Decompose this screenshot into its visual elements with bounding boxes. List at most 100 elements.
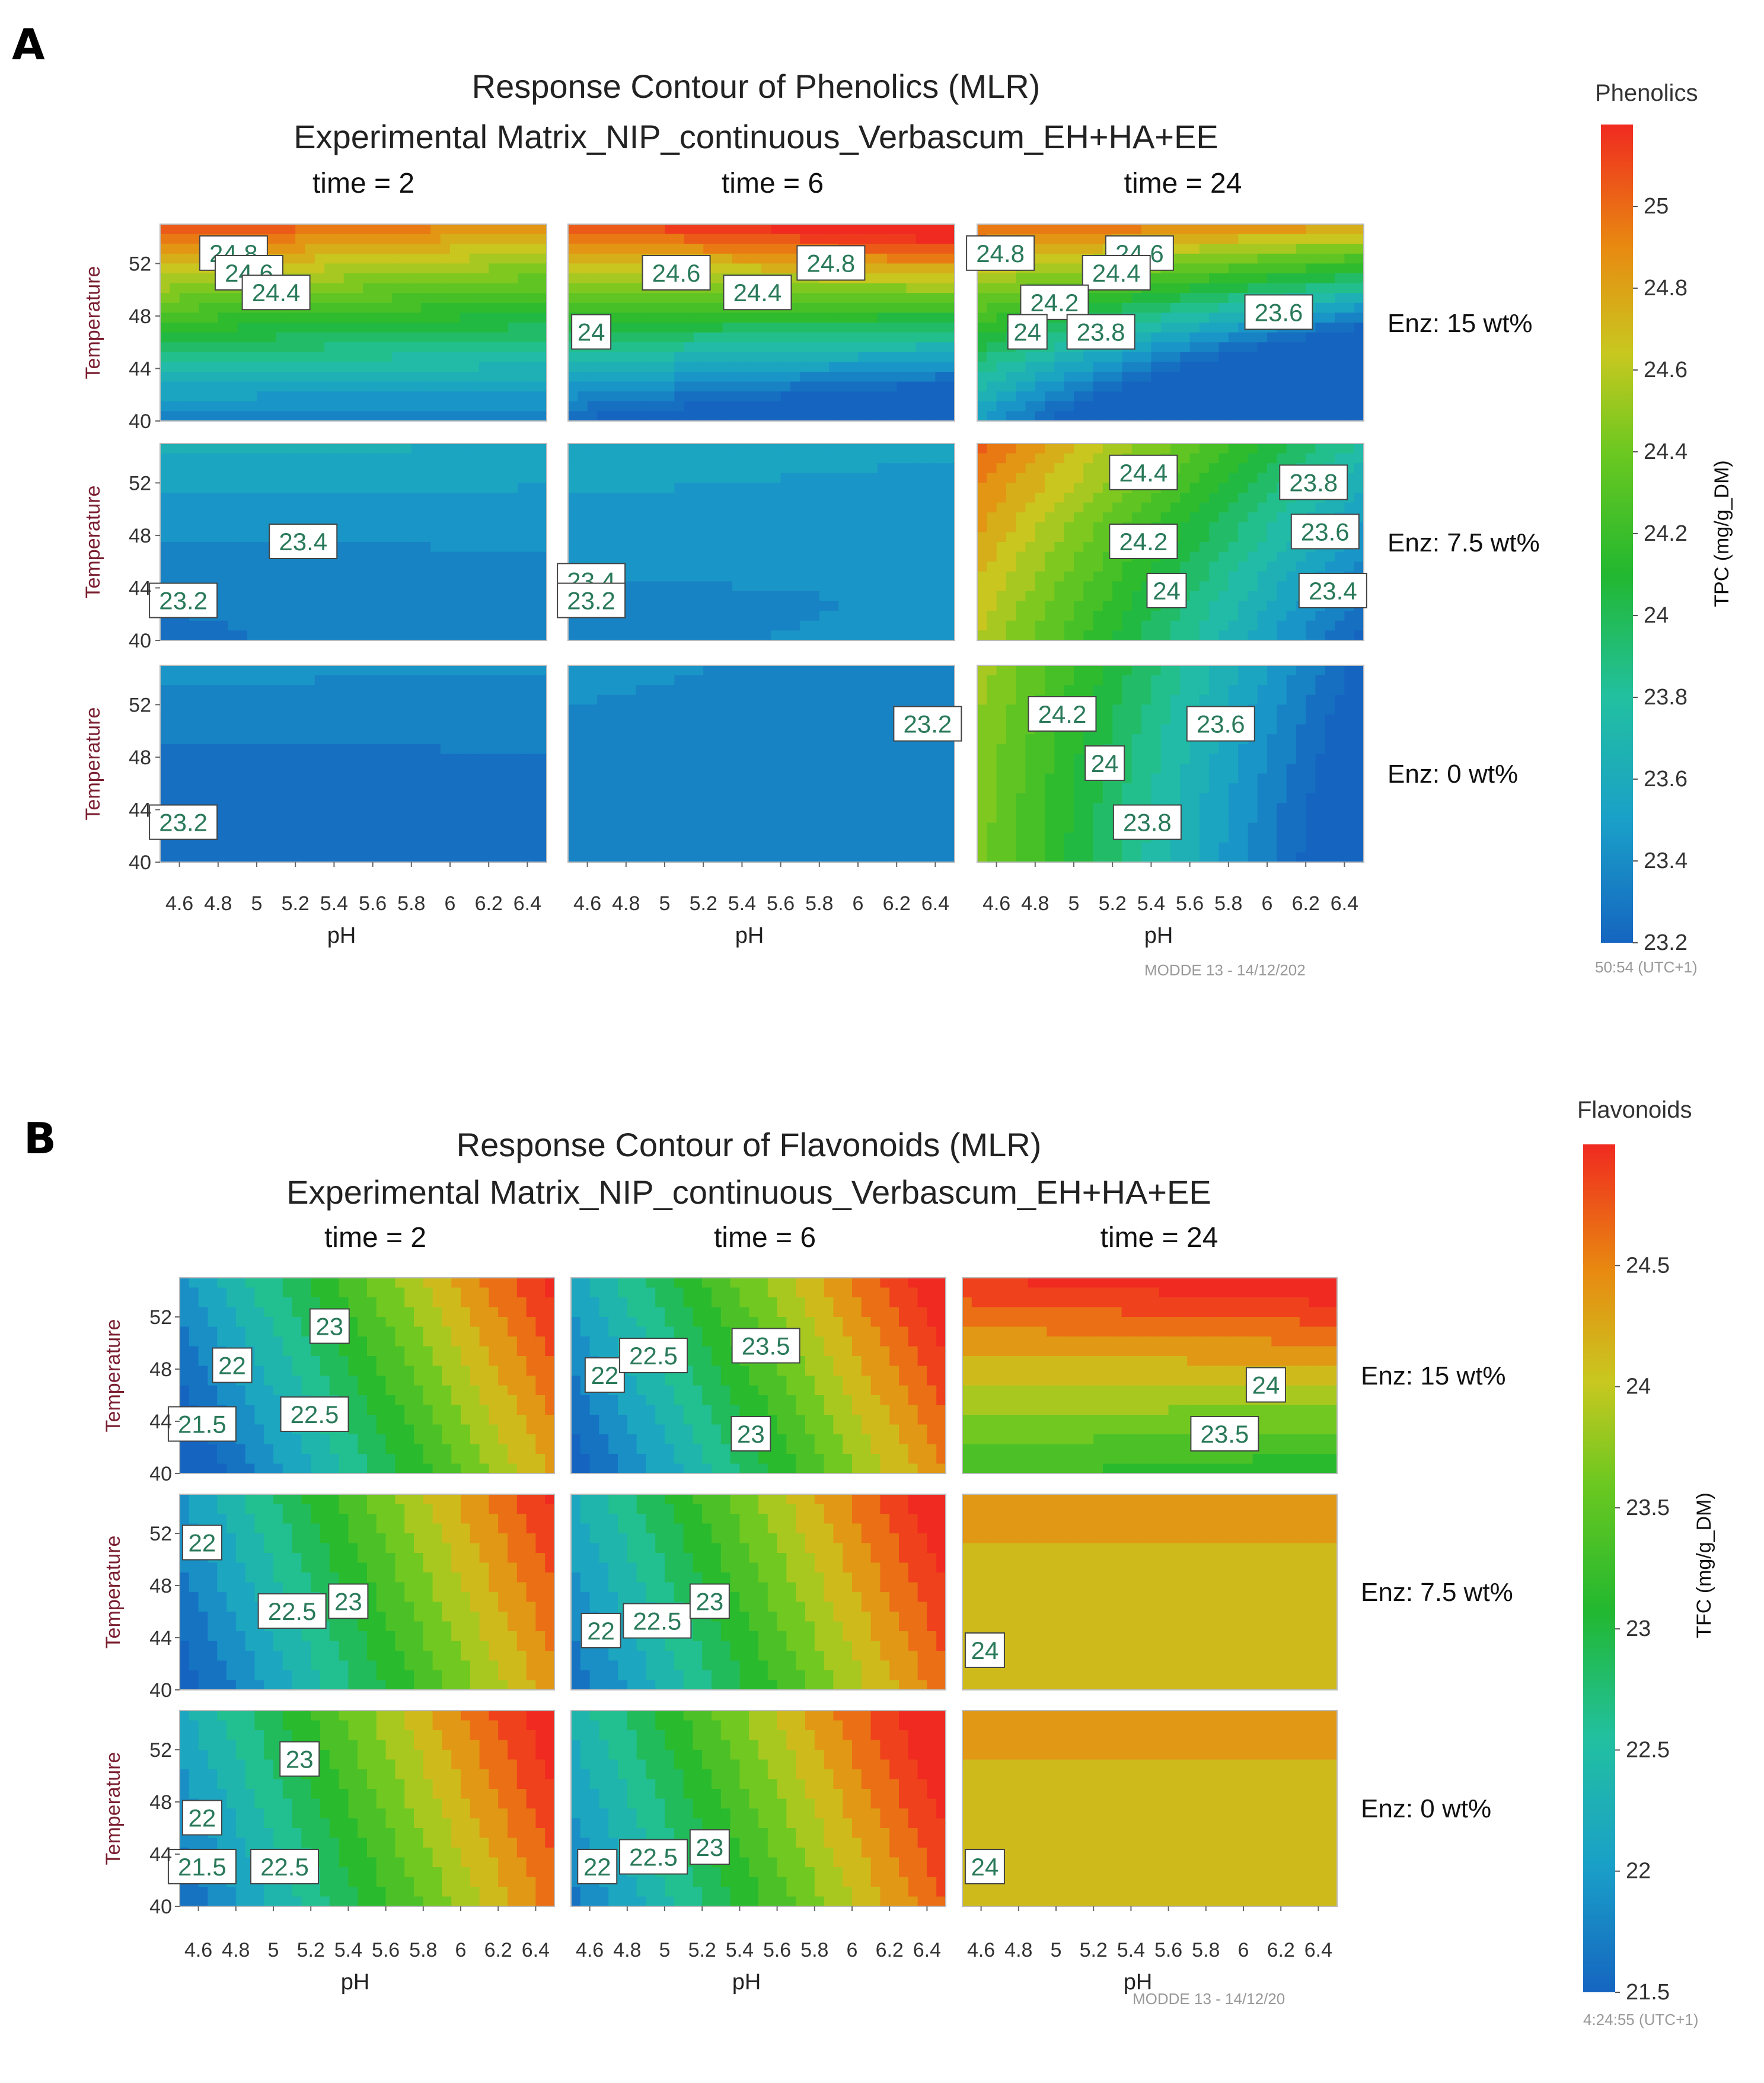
contour-fill-patch [1306, 283, 1316, 294]
contour-fill-patch [607, 473, 617, 483]
contour-fill-patch [460, 630, 470, 641]
contour-fill-patch [665, 630, 675, 641]
contour-fill-patch [421, 453, 431, 464]
contour-fill-patch [237, 620, 248, 631]
contour-fill-patch [392, 542, 403, 553]
contour-fill-patch [401, 342, 412, 353]
contour-fill-patch [693, 562, 704, 572]
contour-fill-patch [170, 512, 180, 523]
contour-fill-patch [636, 591, 646, 602]
contour-fill-patch [334, 263, 344, 274]
contour-fill-patch [626, 224, 636, 235]
contour-fill-patch [1354, 473, 1364, 483]
contour-fill-patch [1131, 581, 1142, 592]
contour-fill-patch [1218, 234, 1229, 244]
contour-fill-patch [693, 312, 704, 323]
contour-fill-patch [469, 502, 480, 513]
contour-fill-patch [498, 601, 509, 611]
contour-fill-patch [305, 263, 315, 274]
contour-fill-patch [916, 444, 926, 454]
contour-fill-patch [838, 283, 849, 294]
contour-fill-patch [518, 473, 528, 483]
contour-fill-patch [987, 352, 997, 362]
contour-fill-patch [1180, 362, 1191, 372]
contour-fill-patch [285, 611, 296, 621]
contour-fill-patch [170, 224, 180, 235]
colorbar-tick-label: 23.4 [1644, 848, 1688, 873]
contour-fill-patch [537, 283, 547, 294]
contour-fill-patch [945, 512, 955, 523]
contour-fill-patch [1093, 453, 1103, 464]
contour-fill-patch [208, 630, 219, 641]
contour-fill-patch [848, 372, 859, 382]
contour-fill-patch [1189, 263, 1200, 274]
contour-fill-patch [800, 362, 811, 372]
contour-fill-patch [343, 244, 354, 254]
contour-fill-patch [382, 342, 393, 353]
contour-fill-patch [372, 483, 383, 493]
contour-fill-patch [518, 483, 528, 493]
contour-fill-patch [518, 224, 528, 235]
contour-fill-patch [440, 630, 451, 641]
contour-fill-patch [809, 493, 820, 503]
contour-fill-patch [1257, 463, 1268, 474]
contour-fill-patch [189, 234, 199, 244]
contour-fill-patch [1122, 372, 1133, 382]
contour-fill-patch [977, 401, 987, 412]
contour-fill-patch [179, 302, 190, 313]
contour-fill-patch [800, 630, 811, 641]
contour-fill-patch [596, 372, 607, 382]
contour-fill-patch [1083, 630, 1094, 641]
contour-fill-patch [508, 312, 518, 323]
contour-fill-patch [1025, 620, 1036, 631]
contour-fill-patch [790, 453, 800, 464]
contour-fill-patch [1025, 601, 1036, 611]
contour-fill-patch [945, 283, 955, 294]
contour-fill-patch [479, 571, 489, 582]
contour-fill-patch [578, 551, 588, 562]
contour-fill-patch [1093, 473, 1103, 483]
contour-fill-patch [1315, 323, 1326, 333]
contour-fill-patch [693, 401, 704, 412]
panel-letter-a: A [12, 20, 45, 69]
contour-fill-patch [1064, 444, 1074, 454]
contour-fill-patch [1335, 323, 1345, 333]
contour-fill-patch [537, 312, 547, 323]
contour-fill-patch [392, 591, 403, 602]
contour-fill-patch [732, 342, 742, 353]
contour-fill-patch [276, 591, 286, 602]
contour-fill-patch [616, 312, 627, 323]
contour-fill-patch [1122, 601, 1133, 611]
contour-fill-patch [343, 453, 354, 464]
contour-fill-patch [372, 444, 383, 454]
contour-fill-patch [334, 332, 344, 343]
contour-fill-patch [324, 263, 334, 274]
contour-fill-patch [343, 302, 354, 313]
contour-fill-patch [1189, 283, 1200, 294]
contour-fill-patch [508, 332, 518, 343]
contour-fill-patch [636, 493, 646, 503]
contour-fill-patch [392, 532, 403, 543]
contour-fill-patch [170, 842, 180, 853]
contour-fill-patch [479, 620, 489, 631]
contour-fill-patch [460, 411, 470, 422]
contour-fill-patch [645, 630, 656, 641]
contour-fill-patch [987, 493, 997, 503]
contour-fill-patch [996, 473, 1007, 483]
contour-fill-patch [1045, 391, 1055, 402]
contour-fill-patch [926, 273, 936, 284]
contour-fill-patch [343, 463, 354, 474]
contour-fill-patch [1151, 312, 1162, 323]
contour-fill-patch [189, 444, 199, 454]
contour-cell-r2-c2: 23.423.2 [557, 443, 955, 641]
contour-fill-patch [1112, 620, 1123, 631]
contour-fill-patch [819, 581, 830, 592]
contour-fill-patch [305, 391, 315, 402]
contour-fill-patch [867, 283, 878, 294]
contour-fill-patch [1054, 581, 1065, 592]
contour-fill-patch [568, 263, 578, 274]
contour-fill-patch [1035, 224, 1045, 235]
contour-fill-patch [771, 253, 781, 264]
contour-fill-patch [665, 312, 675, 323]
contour-fill-patch [295, 473, 306, 483]
